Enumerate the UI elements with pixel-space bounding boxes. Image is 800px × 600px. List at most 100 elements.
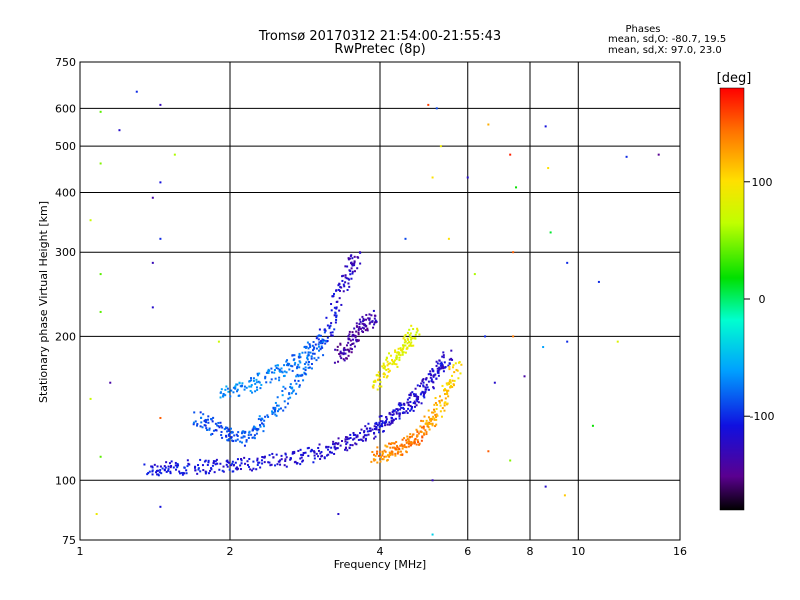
data-point	[296, 373, 299, 376]
data-point	[374, 380, 377, 383]
data-point	[431, 533, 434, 536]
data-point	[351, 334, 354, 337]
data-point	[344, 446, 347, 449]
data-point	[267, 461, 270, 464]
data-point	[385, 416, 388, 419]
data-point	[395, 444, 398, 447]
data-point	[396, 452, 399, 455]
data-point	[443, 389, 446, 392]
data-point	[308, 343, 311, 346]
data-point	[192, 421, 195, 424]
data-point	[225, 435, 228, 438]
data-point	[259, 424, 262, 427]
data-point	[165, 461, 168, 464]
data-point	[227, 461, 230, 464]
data-point	[325, 316, 328, 319]
data-point	[163, 468, 166, 471]
data-point	[244, 431, 247, 434]
data-point	[453, 379, 456, 382]
data-point	[309, 351, 312, 354]
data-point	[336, 345, 339, 348]
data-point	[233, 434, 236, 437]
data-point	[398, 402, 401, 405]
data-point	[450, 349, 453, 352]
data-point	[433, 410, 436, 413]
data-point	[298, 360, 301, 363]
data-point	[404, 351, 407, 354]
data-point	[151, 473, 154, 476]
data-point	[597, 280, 600, 283]
data-point	[398, 448, 401, 451]
data-point	[174, 464, 177, 467]
data-point	[448, 365, 451, 368]
data-point	[359, 251, 362, 254]
data-point	[448, 380, 451, 383]
y-axis-ticks: 75 100 200 300 400 500 600 750	[55, 56, 76, 547]
data-point	[363, 431, 366, 434]
data-point	[370, 460, 373, 463]
data-point	[398, 356, 401, 359]
data-point	[369, 429, 372, 432]
data-point	[334, 442, 337, 445]
data-point	[218, 468, 221, 471]
data-point	[291, 369, 294, 372]
data-point	[219, 391, 222, 394]
data-point	[334, 448, 337, 451]
data-point	[247, 436, 250, 439]
data-point	[345, 443, 348, 446]
data-point	[301, 454, 304, 457]
data-point	[197, 468, 200, 471]
data-point	[304, 372, 307, 375]
data-point	[209, 469, 212, 472]
data-point	[409, 332, 412, 335]
data-point	[174, 461, 177, 464]
data-point	[288, 362, 291, 365]
data-point	[304, 366, 307, 369]
data-point	[446, 383, 449, 386]
data-point	[397, 351, 400, 354]
data-point	[359, 432, 362, 435]
data-point	[366, 329, 369, 332]
data-point	[373, 317, 376, 320]
data-point	[223, 428, 226, 431]
data-point	[335, 318, 338, 321]
data-point	[220, 430, 223, 433]
x-tick-label: 2	[227, 545, 234, 558]
data-point	[262, 456, 265, 459]
data-point	[347, 282, 350, 285]
data-point	[405, 439, 408, 442]
data-point	[335, 314, 338, 317]
data-point	[320, 454, 323, 457]
data-point	[309, 346, 312, 349]
data-point	[319, 348, 322, 351]
data-point	[460, 363, 463, 366]
data-point	[412, 328, 415, 331]
data-point	[309, 450, 312, 453]
data-point	[375, 452, 378, 455]
data-point	[214, 422, 217, 425]
data-point	[422, 384, 425, 387]
data-point	[278, 379, 281, 382]
data-point	[226, 426, 229, 429]
data-point	[307, 354, 310, 357]
data-point	[333, 314, 336, 317]
data-point	[351, 331, 354, 334]
data-point	[99, 110, 102, 113]
data-point	[344, 440, 347, 443]
data-point	[411, 337, 414, 340]
data-point	[238, 394, 241, 397]
data-point	[323, 328, 326, 331]
data-point	[269, 464, 272, 467]
data-point	[379, 460, 382, 463]
data-point	[368, 317, 371, 320]
data-point	[566, 261, 569, 264]
data-point	[393, 446, 396, 449]
data-point	[307, 366, 310, 369]
data-point	[355, 340, 358, 343]
data-point	[447, 395, 450, 398]
data-point	[264, 377, 267, 380]
data-point	[326, 336, 329, 339]
data-point	[276, 404, 279, 407]
data-point	[419, 393, 422, 396]
data-point	[441, 407, 444, 410]
